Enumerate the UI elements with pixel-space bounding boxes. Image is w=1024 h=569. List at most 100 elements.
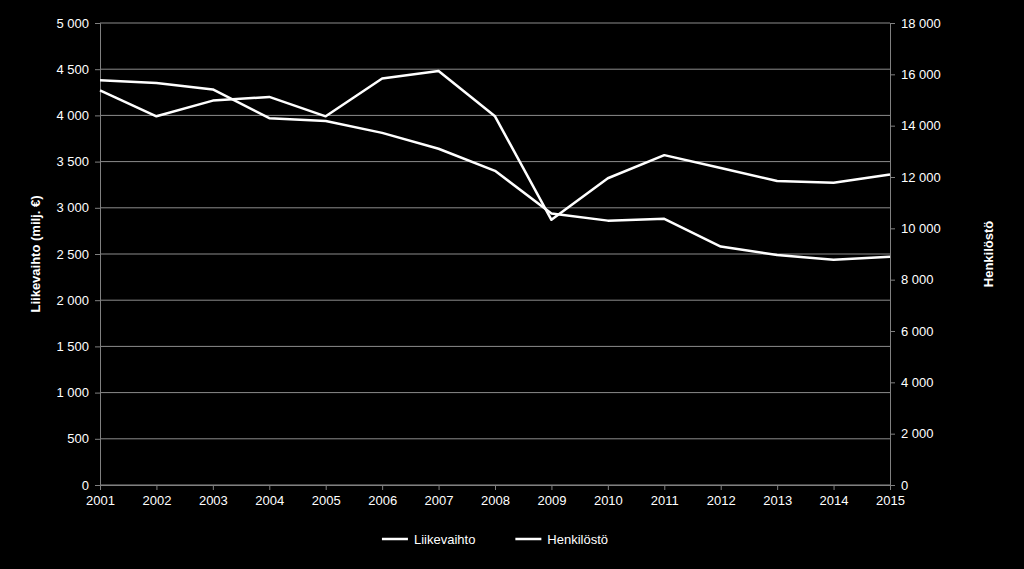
- tick-label: 4 000: [901, 375, 934, 390]
- tick-mark: [156, 485, 157, 490]
- tick-label: 2 000: [901, 426, 934, 441]
- tick-label: 2011: [651, 493, 679, 508]
- tick: 12 000: [890, 170, 941, 185]
- tick: 4 000: [56, 108, 100, 123]
- tick-mark: [95, 115, 100, 116]
- tick: 16 000: [890, 67, 941, 82]
- legend-swatch: [515, 538, 541, 541]
- tick-mark: [100, 485, 101, 490]
- tick: 2010: [594, 485, 623, 508]
- tick-mark: [95, 69, 100, 70]
- grid-line: [100, 161, 890, 162]
- legend-item: Liikevaihto: [382, 532, 475, 547]
- tick: 0: [890, 478, 908, 493]
- tick-label: 2012: [707, 493, 736, 508]
- tick: 18 000: [890, 16, 941, 31]
- tick-mark: [95, 393, 100, 394]
- y2-axis-title: Henkilöstö: [981, 221, 996, 288]
- legend-label: Liikevaihto: [414, 532, 475, 547]
- tick-mark: [382, 485, 383, 490]
- tick: 2004: [255, 485, 284, 508]
- series-line: [100, 80, 890, 259]
- grid-line: [100, 69, 890, 70]
- grid-line: [100, 438, 890, 439]
- tick-label: 12 000: [901, 170, 941, 185]
- grid-line: [100, 392, 890, 393]
- axis-line: [95, 24, 101, 486]
- tick-label: 10 000: [901, 221, 941, 236]
- tick-label: 18 000: [901, 16, 941, 31]
- tick-label: 2006: [368, 493, 397, 508]
- tick-mark: [890, 126, 895, 127]
- tick-label: 14 000: [901, 118, 941, 133]
- tick-mark: [95, 162, 100, 163]
- grid-line: [100, 207, 890, 208]
- tick-label: 1 500: [56, 339, 89, 354]
- tick: 2009: [537, 485, 566, 508]
- tick-mark: [890, 485, 891, 490]
- plot-area: [100, 71, 890, 260]
- tick: 2 000: [56, 293, 100, 308]
- tick: 6 000: [890, 324, 934, 339]
- tick-label: 2014: [820, 493, 849, 508]
- tick-label: 3 500: [56, 154, 89, 169]
- tick: 2011: [651, 485, 679, 508]
- legend: Liikevaihto Henkilöstö: [382, 532, 608, 547]
- tick: 2008: [481, 485, 510, 508]
- tick-label: 2004: [255, 493, 284, 508]
- tick: 2 000: [890, 426, 934, 441]
- legend-item: Henkilöstö: [515, 532, 608, 547]
- tick-mark: [890, 228, 895, 229]
- tick: 500: [67, 431, 100, 446]
- tick-label: 2 000: [56, 293, 89, 308]
- tick: 14 000: [890, 118, 941, 133]
- tick-mark: [890, 177, 895, 178]
- tick-mark: [551, 485, 552, 490]
- tick-label: 2010: [594, 493, 623, 508]
- tick-label: 500: [67, 431, 89, 446]
- tick-mark: [439, 485, 440, 490]
- tick-label: 8 000: [901, 272, 934, 287]
- legend-label: Henkilöstö: [547, 532, 608, 547]
- tick-label: 2007: [425, 493, 454, 508]
- tick: 4 000: [890, 375, 934, 390]
- tick-mark: [495, 485, 496, 490]
- tick-label: 0: [901, 478, 908, 493]
- tick-mark: [95, 23, 100, 24]
- tick-mark: [890, 382, 895, 383]
- tick: 2 500: [56, 247, 100, 262]
- tick-mark: [834, 485, 835, 490]
- tick: 2013: [763, 485, 792, 508]
- tick-mark: [721, 485, 722, 490]
- tick: 2014: [820, 485, 849, 508]
- tick-label: 2001: [86, 493, 115, 508]
- tick: 10 000: [890, 221, 941, 236]
- tick: 2015: [876, 485, 905, 508]
- chart: 0 500 1 000 1 500 2 000 2 500 3 000 3 500 4 000 4…: [0, 0, 1024, 569]
- tick-label: 2009: [537, 493, 566, 508]
- tick: 2005: [312, 485, 341, 508]
- tick-label: 2005: [312, 493, 341, 508]
- tick-mark: [890, 434, 895, 435]
- tick-mark: [95, 254, 100, 255]
- tick-label: 6 000: [901, 324, 934, 339]
- tick-mark: [890, 280, 895, 281]
- y2-axis: 0 2 000 4 000 6 000 8 000 10 000 12 000 14 000 1…: [890, 16, 941, 493]
- y-axis: 05001 0001 5002 0002 5003 0003 5004 0004…: [56, 16, 100, 493]
- tick-mark: [664, 485, 665, 490]
- tick: 2002: [142, 485, 171, 508]
- tick-mark: [213, 485, 214, 490]
- tick: 3 500: [56, 154, 100, 169]
- background: [0, 0, 1024, 569]
- tick-label: 2008: [481, 493, 510, 508]
- tick-mark: [95, 346, 100, 347]
- tick: 2007: [425, 485, 454, 508]
- tick: 1 000: [56, 385, 100, 400]
- tick-mark: [326, 485, 327, 490]
- grid-line: [100, 23, 890, 24]
- tick-mark: [95, 485, 100, 486]
- tick-mark: [95, 439, 100, 440]
- tick: 3 000: [56, 200, 100, 215]
- tick: 5 000: [56, 16, 100, 31]
- tick-mark: [95, 208, 100, 209]
